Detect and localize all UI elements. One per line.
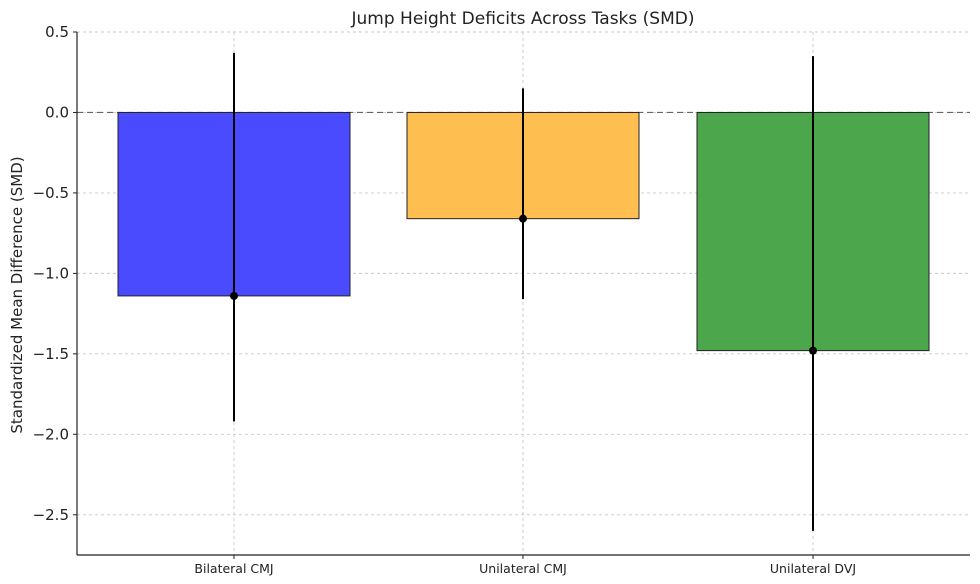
y-tick-label: −2.5: [33, 506, 69, 524]
y-tick-label: −0.5: [33, 184, 69, 202]
y-axis-label: Standardized Mean Difference (SMD): [8, 156, 26, 433]
point-estimate: [809, 346, 817, 355]
y-tick-label: −2.0: [33, 425, 69, 443]
axes: [73, 31, 970, 559]
error-bars: [230, 52, 817, 531]
point-estimate: [230, 291, 238, 300]
tick-labels: 0.5 0.0 −0.5 −1.0 −1.5 −2.0 −2.5 Bilateral CMJ U…: [33, 23, 857, 576]
x-tick-label: Unilateral CMJ: [479, 561, 567, 576]
y-tick-label: −1.5: [33, 345, 69, 363]
y-tick-label: 0.5: [45, 23, 69, 41]
x-tick-label: Unilateral DVJ: [770, 561, 856, 576]
x-tick-label: Bilateral CMJ: [194, 561, 273, 576]
y-tick-label: −1.0: [33, 264, 69, 282]
y-tick-label: 0.0: [45, 103, 69, 121]
point-estimate: [519, 214, 527, 223]
chart-title: Jump Height Deficits Across Tasks (SMD): [351, 9, 695, 29]
